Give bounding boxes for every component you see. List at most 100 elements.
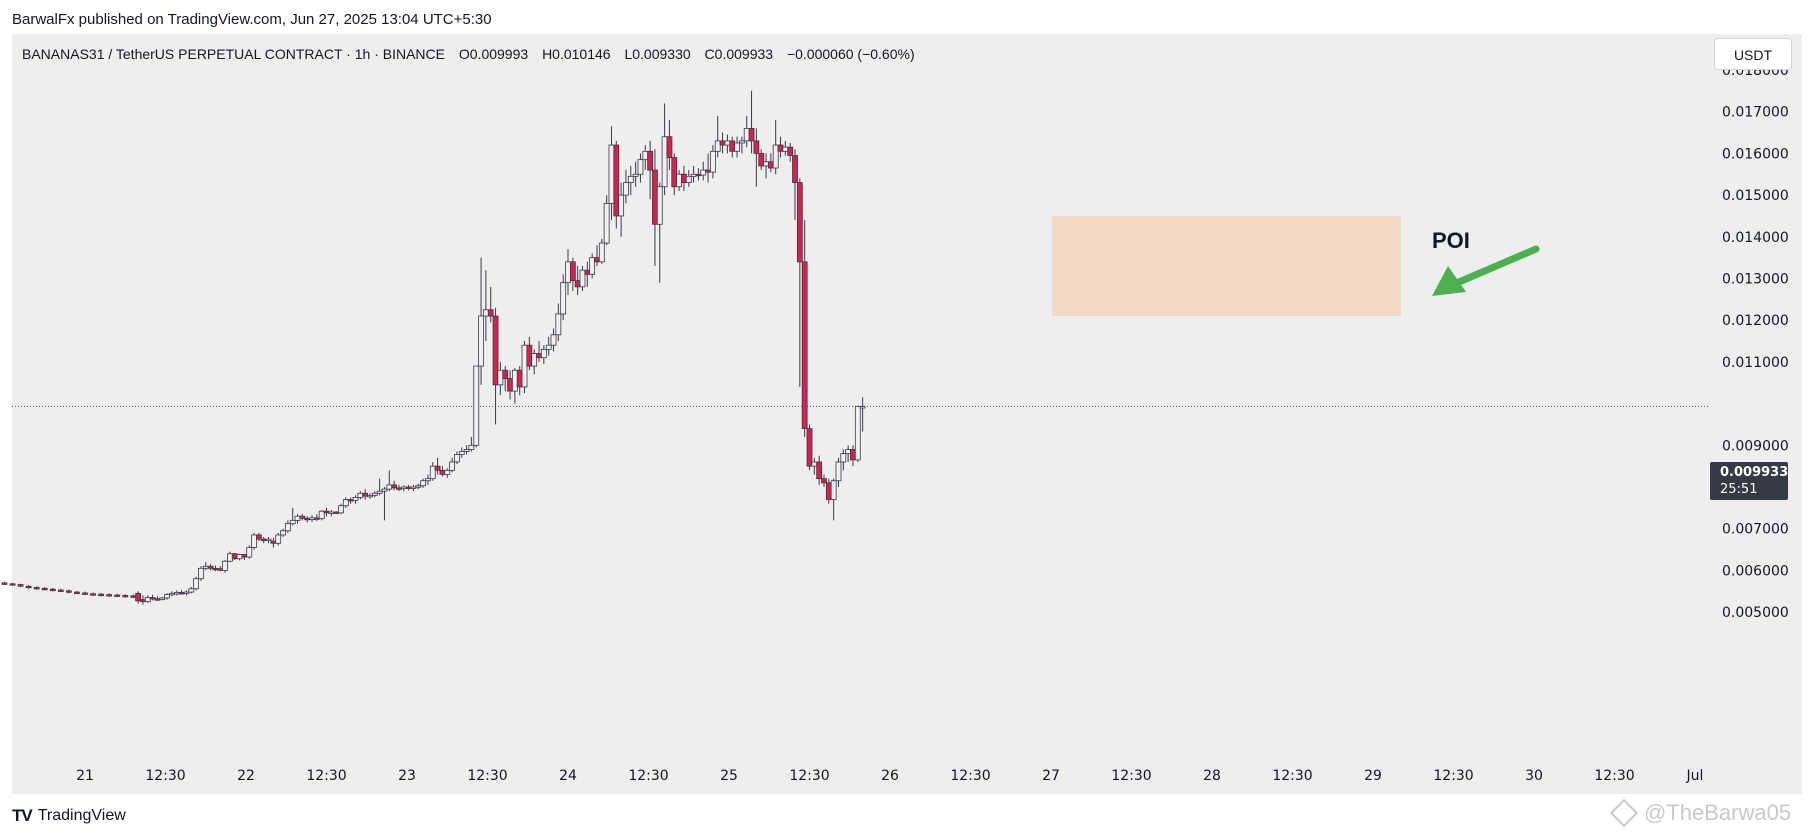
candle-up bbox=[772, 144, 779, 169]
candle-up bbox=[724, 140, 731, 146]
ohlc-open: O0.009993 bbox=[458, 46, 529, 62]
candle-down bbox=[135, 592, 142, 602]
brand-name: TradingView bbox=[37, 807, 126, 824]
currency-button[interactable]: USDT bbox=[1714, 38, 1792, 70]
candle-down bbox=[74, 591, 80, 594]
candle-down bbox=[391, 484, 398, 489]
candle-down bbox=[767, 161, 774, 169]
candle-up bbox=[275, 534, 282, 544]
candle-up bbox=[642, 150, 649, 161]
candle-down bbox=[526, 344, 533, 367]
candle-up bbox=[598, 242, 605, 263]
candle-up bbox=[478, 315, 484, 367]
x-tick-label: 26 bbox=[881, 768, 899, 784]
candle-down bbox=[569, 261, 576, 281]
candle-down bbox=[9, 583, 16, 586]
candle-up bbox=[222, 560, 228, 571]
candle-up bbox=[690, 173, 697, 177]
candle-down bbox=[260, 538, 267, 542]
last-price-value: 0.009933 bbox=[1720, 465, 1789, 480]
y-tick-label: 0.011000 bbox=[1722, 355, 1789, 371]
candle-down bbox=[777, 144, 784, 152]
y-tick-label: 0.005000 bbox=[1722, 605, 1789, 621]
candle-up bbox=[565, 261, 571, 284]
y-tick-label: 0.014000 bbox=[1722, 230, 1789, 246]
candle-up bbox=[743, 127, 750, 142]
price-change: −0.000060 (−0.60%) bbox=[786, 46, 915, 62]
candle-down bbox=[241, 554, 248, 558]
candle-up bbox=[710, 150, 716, 173]
candle-up bbox=[734, 142, 740, 152]
x-tick-label: 12:30 bbox=[467, 768, 507, 784]
y-tick-label: 0.009000 bbox=[1722, 438, 1789, 454]
candle-up bbox=[444, 469, 451, 475]
poi-zone bbox=[1052, 215, 1401, 317]
candle-up bbox=[560, 282, 567, 315]
candle-down bbox=[705, 169, 711, 173]
symbol-title[interactable]: BANANAS31 / TetherUS PERPETUAL CONTRACT … bbox=[22, 46, 445, 62]
candle-down bbox=[212, 567, 219, 571]
candle-down bbox=[130, 595, 137, 598]
x-tick-label: 12:30 bbox=[789, 768, 829, 784]
candle-down bbox=[66, 590, 72, 593]
x-tick-label: 24 bbox=[559, 768, 577, 784]
chart-area[interactable] bbox=[12, 34, 1802, 794]
diamond-icon bbox=[1609, 798, 1639, 828]
y-tick-label: 0.013000 bbox=[1722, 272, 1789, 288]
candle-down bbox=[122, 595, 129, 598]
ohlc-close: C0.009933 bbox=[704, 46, 774, 62]
candle-up bbox=[782, 146, 789, 152]
candle-up bbox=[415, 485, 422, 488]
candle-up bbox=[637, 159, 644, 175]
candle-up bbox=[763, 161, 769, 167]
candle-up bbox=[685, 175, 692, 183]
candle-up bbox=[521, 344, 528, 388]
candle-up bbox=[714, 140, 721, 152]
candle-up bbox=[386, 484, 393, 490]
candle-up bbox=[661, 136, 668, 188]
candle-down bbox=[154, 598, 161, 601]
candle-up bbox=[540, 348, 547, 359]
candle-up bbox=[840, 453, 847, 463]
candle-up bbox=[623, 182, 629, 196]
candle-up bbox=[429, 465, 436, 480]
candle-up bbox=[357, 492, 364, 498]
candle-up bbox=[202, 565, 209, 569]
x-tick-label: 12:30 bbox=[1111, 768, 1151, 784]
candle-up bbox=[376, 490, 383, 494]
candle-up bbox=[830, 480, 837, 500]
candle-up bbox=[193, 578, 199, 590]
candle-up bbox=[169, 592, 175, 596]
candle-down bbox=[652, 169, 658, 225]
x-tick-label: 12:30 bbox=[1594, 768, 1634, 784]
candle-down bbox=[681, 173, 687, 183]
candle-up bbox=[589, 257, 596, 275]
candle-down bbox=[758, 152, 765, 167]
candle-up bbox=[342, 499, 349, 507]
candle-up bbox=[738, 140, 745, 144]
y-tick-label: 0.017000 bbox=[1722, 105, 1789, 121]
candle-down bbox=[90, 593, 96, 596]
candle-down bbox=[434, 465, 441, 471]
candle-down bbox=[362, 492, 369, 497]
symbol-legend: BANANAS31 / TetherUS PERPETUAL CONTRACT … bbox=[22, 44, 915, 64]
ohlc-low: L0.009330 bbox=[624, 46, 691, 62]
candle-down bbox=[25, 585, 32, 589]
tradingview-logo[interactable]: TV TradingView bbox=[12, 804, 126, 828]
candle-down bbox=[17, 584, 24, 587]
poi-label: POI bbox=[1432, 228, 1470, 253]
candle-down bbox=[41, 587, 48, 591]
x-tick-label: 22 bbox=[237, 768, 255, 784]
candle-up bbox=[463, 449, 470, 452]
candle-up bbox=[188, 588, 195, 593]
bar-countdown: 25:51 bbox=[1720, 482, 1758, 497]
candle-up bbox=[246, 547, 253, 558]
x-tick-label: Jul bbox=[1686, 768, 1704, 784]
candle-up bbox=[497, 369, 504, 386]
candle-up bbox=[618, 194, 625, 217]
candle-up bbox=[400, 486, 407, 490]
candle-up bbox=[811, 461, 818, 467]
candle-up bbox=[144, 597, 151, 603]
candle-up bbox=[226, 553, 233, 562]
x-tick-label: 28 bbox=[1203, 768, 1221, 784]
